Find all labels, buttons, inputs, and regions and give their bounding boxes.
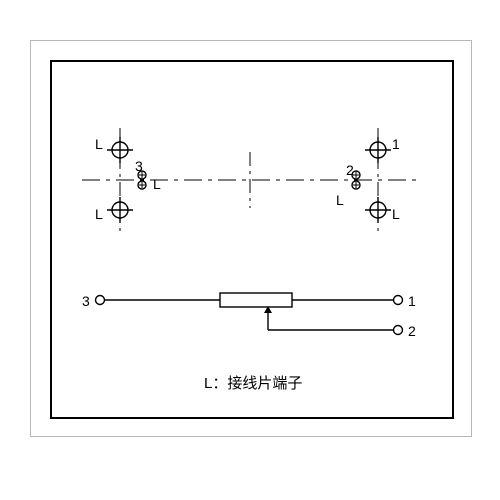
label-L-mid-left: L	[153, 176, 161, 192]
label-3-schematic: 3	[82, 293, 90, 309]
label-1-schematic: 1	[408, 293, 416, 309]
label-2-top: 2	[346, 162, 354, 178]
diagram-svg	[0, 0, 500, 500]
label-L-bottom-right: L	[392, 206, 400, 222]
diagram-stage: L L L 3 1 2 L L 3 1 2 L：接线片端子	[0, 0, 500, 500]
legend-text: L：接线片端子	[204, 372, 302, 393]
label-1-top: 1	[392, 136, 400, 152]
label-L-mid-right: L	[336, 192, 344, 208]
label-L-top-left: L	[95, 136, 103, 152]
label-L-bottom-left: L	[95, 206, 103, 222]
label-3-top: 3	[135, 158, 143, 174]
label-2-schematic: 2	[408, 323, 416, 339]
